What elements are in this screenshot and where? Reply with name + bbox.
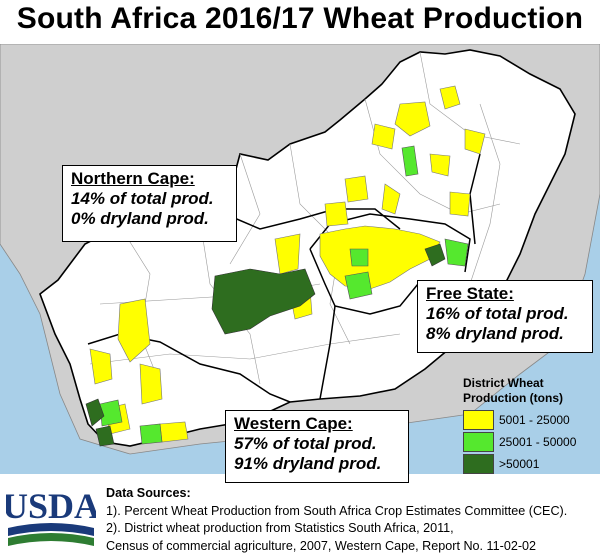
free-state-total: 16% of total prod.	[426, 304, 569, 323]
free-state-callout: Free State: 16% of total prod. 8% drylan…	[417, 280, 593, 353]
legend-label-high: >50001	[499, 457, 540, 471]
usda-logo-text: USDA	[6, 486, 96, 526]
light-green-districts	[99, 145, 469, 445]
western-cape-total: 57% of total prod.	[234, 434, 377, 453]
legend-title: District Wheat Production (tons)	[463, 376, 598, 406]
northern-cape-callout: Northern Cape: 14% of total prod. 0% dry…	[62, 165, 237, 242]
western-cape-callout: Western Cape: 57% of total prod. 91% dry…	[225, 410, 409, 483]
legend-swatch-mid	[463, 432, 494, 452]
data-source-2: 2). District wheat production from Stati…	[106, 521, 454, 535]
usda-logo: USDA	[6, 486, 96, 546]
free-state-heading: Free State:	[426, 284, 514, 303]
northern-cape-heading: Northern Cape:	[71, 169, 195, 188]
western-cape-heading: Western Cape:	[234, 414, 353, 433]
legend-item-mid: 25001 - 50000	[463, 431, 598, 453]
map-legend: District Wheat Production (tons) 5001 - …	[463, 376, 598, 475]
usda-logo-swoosh-blue	[8, 523, 94, 536]
legend-title-line1: District Wheat	[463, 376, 544, 390]
legend-label-low: 5001 - 25000	[499, 413, 570, 427]
legend-label-mid: 25001 - 50000	[499, 435, 577, 449]
map-title: South Africa 2016/17 Wheat Production	[16, 2, 584, 35]
northern-cape-dryland: 0% dryland prod.	[71, 209, 209, 228]
data-sources-heading: Data Sources:	[106, 486, 191, 500]
data-source-1: 1). Percent Wheat Production from South …	[106, 503, 568, 518]
western-cape-dryland: 91% dryland prod.	[234, 454, 382, 473]
legend-item-low: 5001 - 25000	[463, 409, 598, 431]
legend-item-high: >50001	[463, 453, 598, 475]
free-state-dryland: 8% dryland prod.	[426, 324, 564, 343]
dark-green-districts	[85, 243, 446, 447]
usda-logo-swoosh-green	[8, 533, 94, 546]
legend-swatch-low	[463, 410, 494, 430]
data-sources: Data Sources: 1). Percent Wheat Producti…	[106, 485, 598, 555]
legend-title-line2: Production (tons)	[463, 391, 563, 405]
northern-cape-total: 14% of total prod.	[71, 189, 214, 208]
data-source-3: Census of commercial agriculture, 2007, …	[106, 538, 537, 553]
legend-swatch-high	[463, 454, 494, 474]
